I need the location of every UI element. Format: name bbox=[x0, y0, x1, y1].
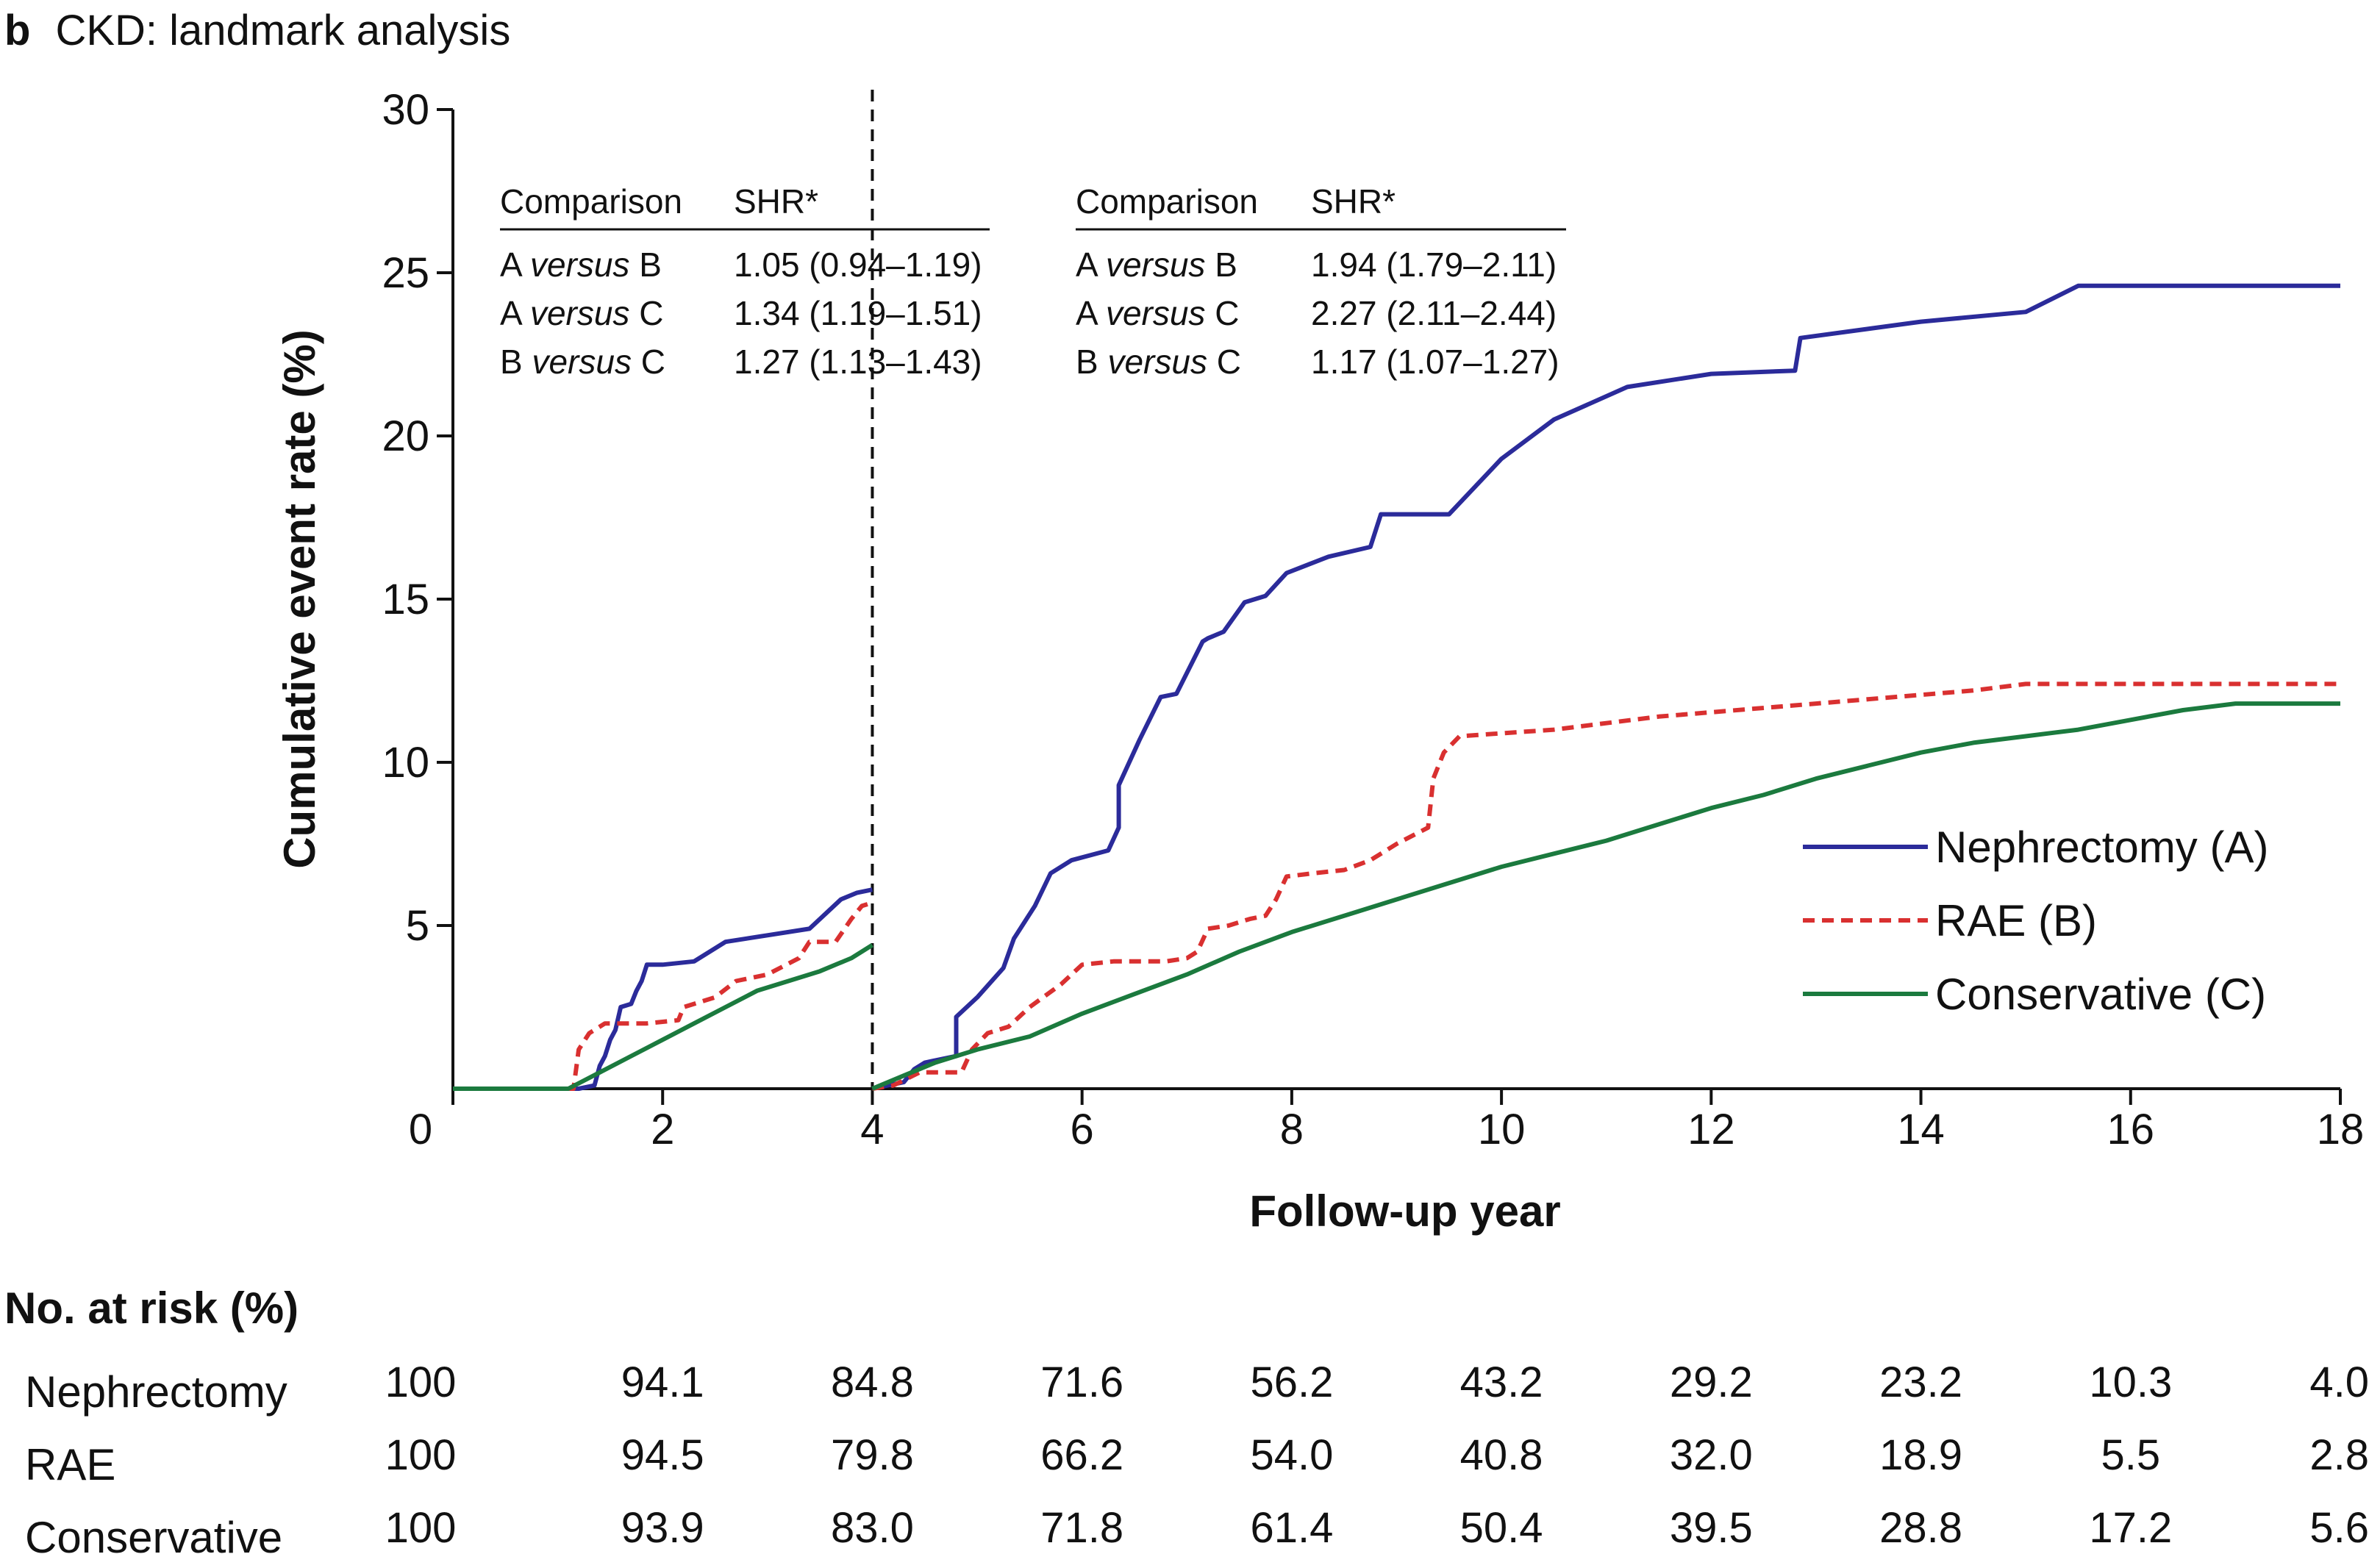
shr-comparison: A versus C bbox=[500, 294, 663, 332]
shr-comparison: B versus C bbox=[500, 343, 665, 381]
risk-value: 50.4 bbox=[1460, 1504, 1543, 1552]
x-tick-label: 6 bbox=[1071, 1106, 1094, 1153]
shr-value: 1.05 (0.94–1.19) bbox=[734, 246, 982, 284]
risk-value: 71.8 bbox=[1040, 1504, 1123, 1552]
shr-header-value: SHR* bbox=[734, 182, 818, 221]
y-tick-label: 15 bbox=[382, 576, 429, 623]
risk-value: 56.2 bbox=[1250, 1358, 1333, 1406]
shr-comparison: A versus B bbox=[500, 246, 662, 284]
shr-comparison: A versus B bbox=[1076, 246, 1237, 284]
series-line bbox=[453, 943, 873, 1091]
legend-label: RAE (B) bbox=[1935, 896, 2097, 945]
x-tick-label: 18 bbox=[2317, 1106, 2365, 1153]
risk-row-label: Nephrectomy bbox=[25, 1367, 287, 1417]
risk-value: 61.4 bbox=[1250, 1504, 1333, 1552]
y-tick-label: 25 bbox=[382, 249, 429, 297]
series-line bbox=[871, 283, 2340, 1091]
risk-value: 32.0 bbox=[1670, 1431, 1753, 1479]
x-tick-label: 16 bbox=[2107, 1106, 2155, 1153]
x-tick-label: 0 bbox=[409, 1106, 432, 1153]
x-tick-label: 4 bbox=[860, 1106, 884, 1153]
risk-table-title: No. at risk (%) bbox=[4, 1284, 299, 1333]
shr-comparison: B versus C bbox=[1076, 343, 1241, 381]
risk-value: 83.0 bbox=[831, 1504, 914, 1552]
x-tick-label: 8 bbox=[1280, 1106, 1304, 1153]
x-tick-label: 2 bbox=[651, 1106, 674, 1153]
risk-value: 84.8 bbox=[831, 1358, 914, 1406]
risk-value: 2.8 bbox=[2309, 1431, 2369, 1479]
risk-value: 66.2 bbox=[1040, 1431, 1123, 1479]
shr-comparison: A versus C bbox=[1076, 294, 1239, 332]
risk-value: 17.2 bbox=[2089, 1504, 2172, 1552]
risk-value: 18.9 bbox=[1879, 1431, 1962, 1479]
risk-value: 40.8 bbox=[1460, 1431, 1543, 1479]
panel-title: b CKD: landmark analysis bbox=[4, 6, 510, 55]
x-tick-label: 14 bbox=[1897, 1106, 1945, 1153]
risk-value: 39.5 bbox=[1670, 1504, 1753, 1552]
shr-value: 2.27 (2.11–2.44) bbox=[1311, 294, 1557, 332]
risk-row-label: Conservative bbox=[25, 1513, 282, 1562]
risk-value: 79.8 bbox=[831, 1431, 914, 1479]
y-tick-label: 30 bbox=[382, 86, 429, 134]
series-line bbox=[871, 681, 2340, 1091]
legend-label: Nephrectomy (A) bbox=[1935, 823, 2268, 872]
risk-value: 94.1 bbox=[621, 1358, 704, 1406]
shr-header-comparison: Comparison bbox=[1076, 182, 1258, 221]
shr-header-value: SHR* bbox=[1311, 182, 1396, 221]
legend-label: Conservative (C) bbox=[1935, 970, 2266, 1019]
risk-value: 100 bbox=[385, 1504, 457, 1552]
shr-value: 1.27 (1.13–1.43) bbox=[734, 343, 982, 381]
risk-value: 93.9 bbox=[621, 1504, 704, 1552]
risk-value: 54.0 bbox=[1250, 1431, 1333, 1479]
panel-letter: b bbox=[4, 7, 31, 54]
panel-title-text: CKD: landmark analysis bbox=[55, 7, 511, 54]
risk-value: 71.6 bbox=[1040, 1358, 1123, 1406]
risk-value: 5.6 bbox=[2309, 1504, 2369, 1552]
shr-value: 1.17 (1.07–1.27) bbox=[1311, 343, 1559, 381]
shr-header-comparison: Comparison bbox=[500, 182, 682, 221]
risk-value: 100 bbox=[385, 1431, 457, 1479]
risk-value: 5.5 bbox=[2101, 1431, 2160, 1479]
y-tick-label: 5 bbox=[406, 902, 429, 950]
risk-value: 23.2 bbox=[1879, 1358, 1962, 1406]
series-line bbox=[453, 901, 873, 1091]
risk-value: 4.0 bbox=[2309, 1358, 2369, 1406]
risk-value: 100 bbox=[385, 1358, 457, 1406]
y-axis-label: Cumulative event rate (%) bbox=[275, 329, 324, 869]
y-tick-label: 10 bbox=[382, 739, 429, 787]
y-tick-label: 20 bbox=[382, 412, 429, 460]
shr-value: 1.34 (1.19–1.51) bbox=[734, 294, 982, 332]
risk-value: 28.8 bbox=[1879, 1504, 1962, 1552]
series-line bbox=[871, 701, 2340, 1091]
risk-value: 94.5 bbox=[621, 1431, 704, 1479]
risk-value: 43.2 bbox=[1460, 1358, 1543, 1406]
x-axis-label: Follow-up year bbox=[1249, 1186, 1560, 1236]
risk-row-label: RAE bbox=[25, 1440, 115, 1489]
risk-value: 29.2 bbox=[1670, 1358, 1753, 1406]
x-tick-label: 10 bbox=[1478, 1106, 1526, 1153]
shr-value: 1.94 (1.79–2.11) bbox=[1311, 246, 1557, 284]
risk-value: 10.3 bbox=[2089, 1358, 2172, 1406]
x-tick-label: 12 bbox=[1687, 1106, 1735, 1153]
series-line bbox=[453, 887, 873, 1091]
